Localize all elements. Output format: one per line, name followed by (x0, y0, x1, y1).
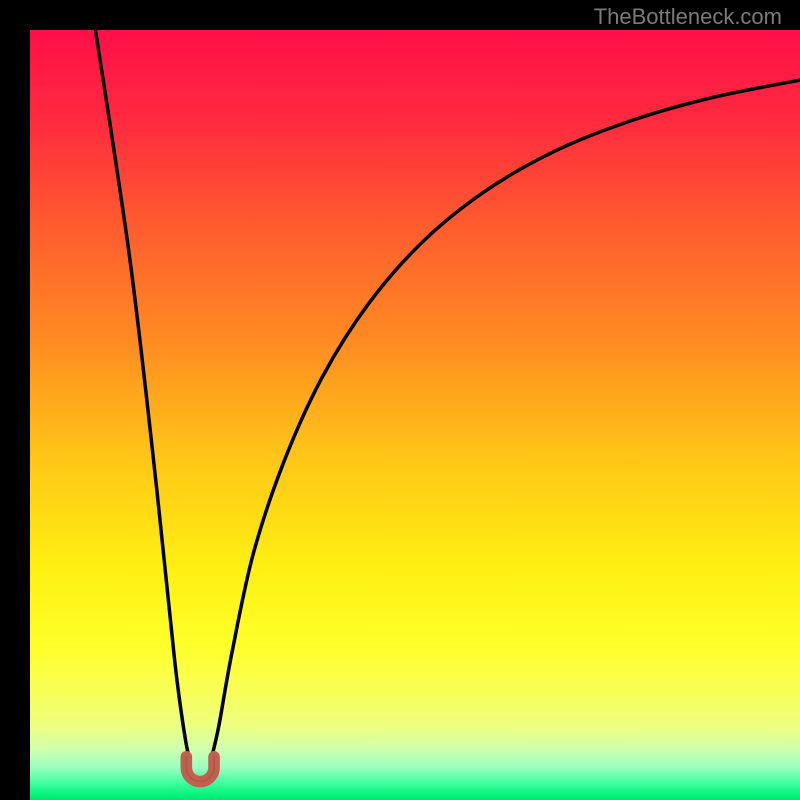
chart-frame: TheBottleneck.com (0, 0, 800, 800)
chart-svg (0, 0, 800, 800)
watermark-text: TheBottleneck.com (594, 4, 782, 30)
border-left (0, 0, 30, 800)
gradient-background (30, 30, 800, 800)
